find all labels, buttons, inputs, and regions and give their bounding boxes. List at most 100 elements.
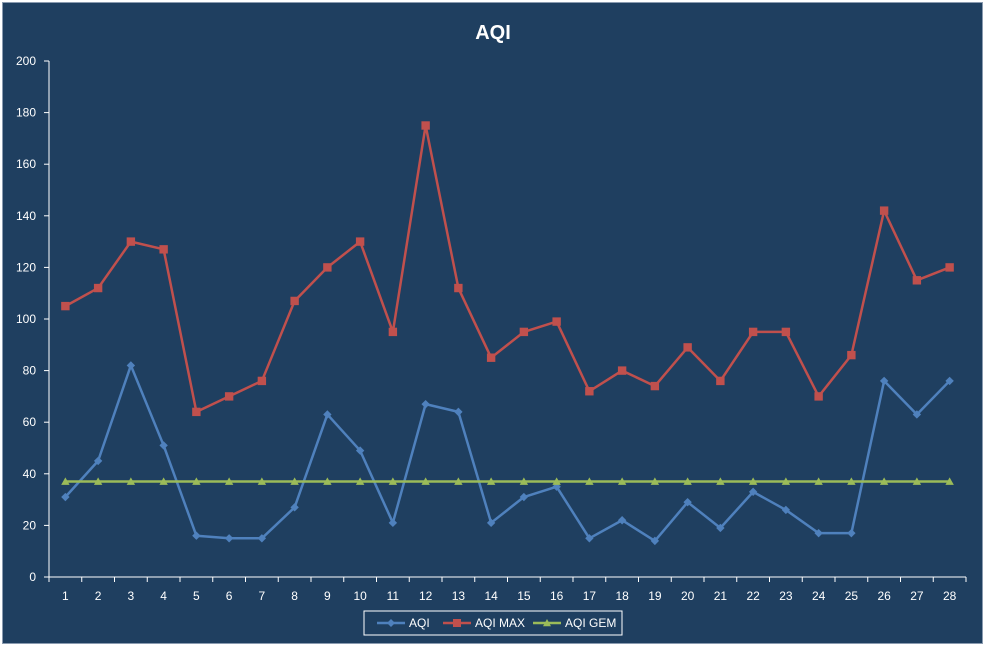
data-point-aqi-gem xyxy=(454,477,463,485)
x-tick-label: 3 xyxy=(128,589,135,603)
data-point-aqi xyxy=(388,518,398,528)
legend-item-aqi: AQI xyxy=(377,616,430,630)
data-point-aqi-gem xyxy=(388,477,398,485)
x-tick-label: 11 xyxy=(387,589,400,603)
data-point-aqi-gem xyxy=(159,477,168,485)
data-point-aqi xyxy=(224,534,234,543)
data-point-aqi-gem xyxy=(716,477,725,485)
data-point-aqi xyxy=(781,505,791,515)
y-tick-label: 100 xyxy=(16,312,36,326)
data-point-aqi-gem xyxy=(585,477,594,485)
y-tick-label: 140 xyxy=(16,209,36,223)
data-point-aqi-max xyxy=(290,296,299,306)
data-point-aqi-gem xyxy=(421,477,430,485)
x-tick-label: 2 xyxy=(95,589,102,603)
data-point-aqi-gem xyxy=(847,477,856,485)
data-point-aqi-gem xyxy=(224,477,234,485)
data-point-aqi xyxy=(519,492,529,502)
data-point-aqi-gem xyxy=(683,477,692,485)
data-point-aqi-gem xyxy=(486,477,496,485)
y-tick-label: 160 xyxy=(16,157,36,171)
data-point-aqi xyxy=(945,376,954,386)
data-point-aqi-max xyxy=(945,263,954,272)
data-point-aqi xyxy=(257,534,267,543)
x-tick-label: 26 xyxy=(877,589,891,603)
data-point-aqi xyxy=(192,531,201,540)
y-tick-label: 20 xyxy=(23,518,37,532)
legend: AQI AQI MAX AQI GEM xyxy=(363,610,623,636)
x-tick-label: 14 xyxy=(484,589,498,603)
data-point-aqi-gem xyxy=(552,477,561,485)
data-point-aqi xyxy=(126,361,136,370)
x-tick-label: 1 xyxy=(62,589,69,603)
legend-label-aqi: AQI xyxy=(409,616,430,630)
data-point-aqi-max xyxy=(192,407,201,417)
data-point-aqi-max xyxy=(748,327,758,337)
legend-marker-aqi xyxy=(387,619,395,627)
series-layer xyxy=(61,121,954,546)
data-point-aqi-gem xyxy=(192,477,201,485)
x-tick-label: 4 xyxy=(160,589,167,603)
data-point-aqi xyxy=(847,528,856,538)
x-tick-label: 21 xyxy=(714,589,728,603)
data-point-aqi xyxy=(61,492,70,502)
data-point-aqi-gem xyxy=(519,477,529,485)
x-tick-label: 7 xyxy=(259,589,266,603)
x-tick-label: 24 xyxy=(812,589,826,603)
data-point-aqi xyxy=(323,410,332,419)
data-point-aqi-max xyxy=(355,237,365,246)
y-tick-label: 200 xyxy=(16,54,36,68)
y-tick-label: 60 xyxy=(23,415,37,429)
legend-item-aqi-gem: AQI GEM xyxy=(533,616,616,630)
data-point-aqi xyxy=(683,497,692,507)
data-point-aqi-gem xyxy=(257,477,267,485)
data-point-aqi-max xyxy=(159,245,168,254)
x-tick-label: 9 xyxy=(324,589,331,603)
x-tick-label: 25 xyxy=(845,589,859,603)
x-tick-label: 15 xyxy=(517,589,531,603)
data-point-aqi-gem xyxy=(61,477,70,485)
data-point-aqi xyxy=(159,441,168,450)
data-point-aqi-gem xyxy=(945,477,954,485)
data-point-aqi-gem xyxy=(879,477,889,485)
x-tick-label: 5 xyxy=(193,589,200,603)
legend-item-aqi-max: AQI MAX xyxy=(443,616,525,630)
data-point-aqi xyxy=(93,456,103,466)
data-point-aqi-max xyxy=(486,353,496,362)
legend-label-aqi-max: AQI MAX xyxy=(475,616,525,630)
data-point-aqi xyxy=(814,528,823,538)
legend-box xyxy=(363,610,623,636)
x-tick-label: 27 xyxy=(910,589,924,603)
series-aqi-max xyxy=(61,121,954,417)
data-point-aqi-max xyxy=(224,392,234,401)
data-point-aqi-max xyxy=(61,301,70,311)
data-point-aqi-max xyxy=(716,376,725,386)
data-point-aqi-max xyxy=(519,327,529,337)
x-tick-label: 10 xyxy=(353,589,367,603)
data-point-aqi-gem xyxy=(355,477,365,485)
data-point-aqi-max xyxy=(421,121,430,130)
series-line-aqi xyxy=(64,364,951,543)
data-point-aqi-max xyxy=(847,350,856,360)
y-tick-label: 120 xyxy=(16,260,36,274)
data-point-aqi-max xyxy=(585,387,594,396)
data-point-aqi xyxy=(355,446,365,455)
series-aqi xyxy=(61,361,954,546)
y-tick-label: 0 xyxy=(29,570,36,584)
data-point-aqi-gem xyxy=(323,477,332,485)
x-tick-label: 22 xyxy=(746,589,760,603)
data-point-aqi xyxy=(617,516,627,525)
legend-marker-aqi-gem xyxy=(543,619,551,627)
data-point-aqi-max xyxy=(323,263,332,272)
data-point-aqi xyxy=(879,376,889,386)
x-tick-label: 17 xyxy=(583,589,597,603)
data-point-aqi xyxy=(912,410,922,419)
x-tick-label: 12 xyxy=(419,589,433,603)
data-point-aqi xyxy=(421,399,430,409)
data-point-aqi-max xyxy=(912,276,922,285)
data-point-aqi-gem xyxy=(126,477,136,485)
data-point-aqi-max xyxy=(879,206,889,215)
data-point-aqi xyxy=(290,503,299,512)
data-point-aqi-gem xyxy=(748,477,758,485)
